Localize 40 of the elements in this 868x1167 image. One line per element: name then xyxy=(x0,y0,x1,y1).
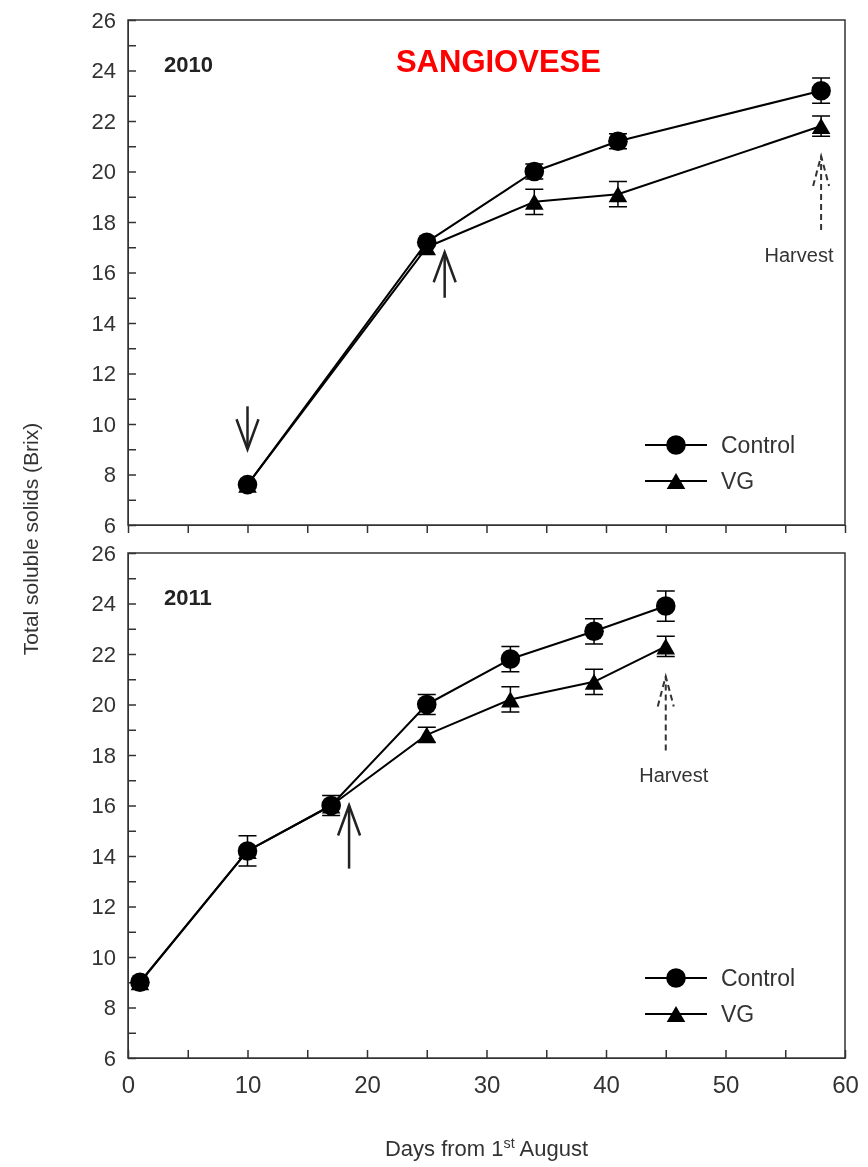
legend-label: Control xyxy=(721,432,796,458)
x-tick-label: 50 xyxy=(712,1071,740,1099)
legend-label: Control xyxy=(721,965,796,991)
y-tick-label: 26 xyxy=(91,7,116,33)
y-tick-label: 14 xyxy=(91,843,116,869)
x-tick-label: 0 xyxy=(121,1071,136,1099)
y-tick-label: 8 xyxy=(103,995,116,1021)
x-tick-label: 30 xyxy=(473,1071,501,1099)
y-tick-label: 6 xyxy=(103,1045,116,1071)
x-tick-label: 60 xyxy=(832,1071,859,1099)
annotation: 2010 xyxy=(164,52,213,77)
y-tick-label: 10 xyxy=(91,944,116,970)
y-tick-label: 24 xyxy=(91,58,116,84)
y-tick-label: 16 xyxy=(91,793,116,819)
y-tick-label: 18 xyxy=(91,209,116,235)
legend-label: VG xyxy=(721,468,755,494)
annotation: 2011 xyxy=(164,585,212,610)
y-tick-label: 20 xyxy=(91,159,116,185)
x-axis-title: Days from 1$^{st}$ August xyxy=(384,1135,589,1161)
y-tick-label: 12 xyxy=(91,361,116,387)
y-axis-title: Total soluble solids (Brix) xyxy=(19,422,42,656)
x-tick-label: 10 xyxy=(234,1071,262,1099)
y-tick-label: 24 xyxy=(91,591,116,617)
y-tick-label: 8 xyxy=(103,462,116,488)
annotation: Harvest xyxy=(639,764,709,787)
y-tick-label: 6 xyxy=(103,512,116,538)
y-tick-label: 14 xyxy=(91,310,116,336)
y-tick-label: 16 xyxy=(91,260,116,286)
x-tick-label: 20 xyxy=(354,1071,381,1099)
y-tick-label: 20 xyxy=(91,692,116,718)
y-tick-label: 10 xyxy=(91,411,116,437)
y-tick-label: 12 xyxy=(91,894,116,920)
legend-label: VG xyxy=(721,1001,755,1027)
y-tick-label: 22 xyxy=(91,108,116,134)
y-tick-label: 26 xyxy=(91,540,116,566)
y-tick-label: 22 xyxy=(91,641,116,667)
x-tick-label: 40 xyxy=(593,1071,620,1099)
text: SANGIOVESE xyxy=(395,44,601,79)
y-tick-label: 18 xyxy=(91,742,116,768)
annotation: Harvest xyxy=(764,244,834,267)
